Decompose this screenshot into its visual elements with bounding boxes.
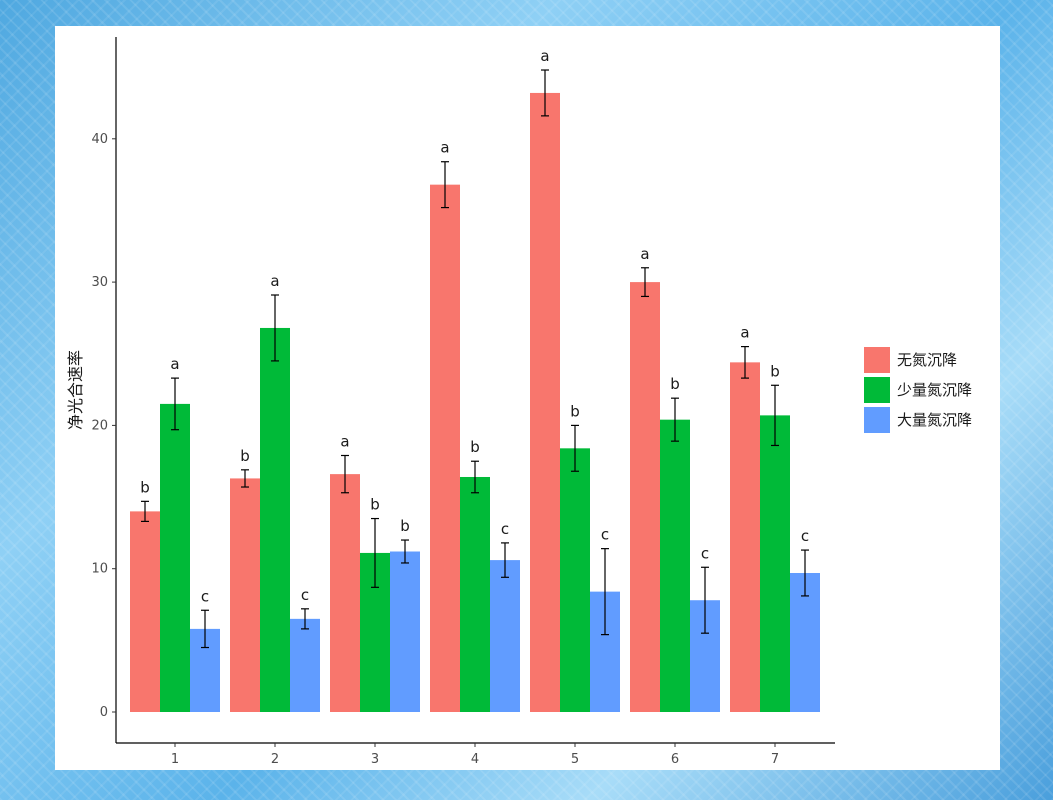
bar xyxy=(260,327,290,712)
bar xyxy=(760,415,790,712)
x-tick-label: 3 xyxy=(371,752,379,767)
x-tick-label: 4 xyxy=(471,752,479,767)
bar xyxy=(460,476,490,712)
significance-label: b xyxy=(400,517,410,535)
significance-label: b xyxy=(670,375,680,393)
significance-label: b xyxy=(370,496,380,514)
significance-label: a xyxy=(340,432,349,450)
bar xyxy=(230,478,260,712)
bar xyxy=(660,419,690,712)
x-tick-label: 2 xyxy=(271,752,279,767)
x-tick-label: 7 xyxy=(771,752,779,767)
significance-label: c xyxy=(801,527,809,545)
significance-label: b xyxy=(570,402,580,420)
x-tick-label: 1 xyxy=(171,752,179,767)
significance-label: a xyxy=(740,324,749,342)
x-tick-label: 6 xyxy=(671,752,679,767)
legend-label: 大量氮沉降 xyxy=(897,411,972,429)
chart-panel: 0 10 20 30 40 净光合速率 1 2 3 4 5 6 7 b b a a a a a a a b b b b b c c b c c… xyxy=(55,26,1000,770)
significance-label: a xyxy=(440,139,449,157)
bar xyxy=(330,474,360,712)
significance-label: a xyxy=(540,47,549,65)
significance-label: a xyxy=(270,272,279,290)
bar xyxy=(130,511,160,712)
significance-label: b xyxy=(140,478,150,496)
legend-label: 无氮沉降 xyxy=(897,351,957,369)
y-axis-title: 净光合速率 xyxy=(66,350,85,430)
bar xyxy=(530,92,560,713)
x-tick-label: 5 xyxy=(571,752,579,767)
bar xyxy=(730,362,760,712)
bar-chart: 0 10 20 30 40 净光合速率 1 2 3 4 5 6 7 b b a a a a a a a b b b b b c c b c c… xyxy=(66,37,972,767)
y-tick-label: 20 xyxy=(91,418,108,433)
significance-label: b xyxy=(470,438,480,456)
bar xyxy=(290,618,320,712)
significance-label: b xyxy=(240,447,250,465)
significance-label: a xyxy=(640,245,649,263)
bar xyxy=(490,560,520,712)
legend-label: 少量氮沉降 xyxy=(897,381,972,399)
bar xyxy=(560,448,590,712)
significance-label: c xyxy=(301,586,309,604)
legend-swatch xyxy=(864,407,890,433)
y-tick-label: 0 xyxy=(100,705,108,720)
significance-label: a xyxy=(170,355,179,373)
bar xyxy=(630,282,660,712)
significance-label: c xyxy=(201,587,209,605)
significance-label: c xyxy=(701,544,709,562)
legend-swatch xyxy=(864,347,890,373)
bar xyxy=(390,551,420,712)
significance-label: c xyxy=(501,520,509,538)
y-tick-label: 10 xyxy=(91,562,108,577)
y-tick-label: 40 xyxy=(91,132,108,147)
bar xyxy=(160,403,190,712)
bar xyxy=(430,184,460,712)
legend-swatch xyxy=(864,377,890,403)
significance-label: c xyxy=(601,526,609,544)
significance-label: b xyxy=(770,362,780,380)
y-tick-label: 30 xyxy=(91,275,108,290)
